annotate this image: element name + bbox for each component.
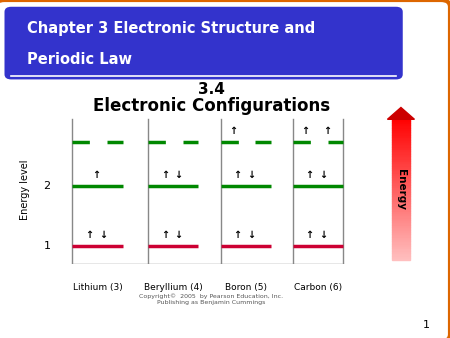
Text: ↓: ↓ — [175, 170, 183, 180]
Text: Periodic Law: Periodic Law — [27, 52, 132, 67]
Text: ↑: ↑ — [161, 230, 169, 240]
Text: Energy level: Energy level — [20, 159, 30, 219]
Text: ↓: ↓ — [320, 230, 328, 240]
Text: ↑: ↑ — [302, 126, 310, 136]
Text: ↑: ↑ — [324, 126, 332, 136]
Text: Chapter 3 Electronic Structure and: Chapter 3 Electronic Structure and — [27, 21, 315, 36]
Text: Copyright©  2005  by Pearson Education, Inc.
Publishing as Benjamin Cummings: Copyright© 2005 by Pearson Education, In… — [140, 293, 284, 305]
Text: ↑: ↑ — [85, 230, 93, 240]
Text: ↑: ↑ — [306, 230, 314, 240]
Text: 1: 1 — [423, 319, 430, 330]
Text: 3.4: 3.4 — [198, 82, 225, 97]
Text: ↑: ↑ — [161, 170, 169, 180]
Text: Energy: Energy — [396, 169, 406, 210]
Text: 1: 1 — [43, 241, 50, 251]
Text: ↓: ↓ — [99, 230, 107, 240]
Text: Beryllium (4): Beryllium (4) — [144, 283, 202, 292]
Text: ↓: ↓ — [247, 170, 255, 180]
Text: ↑: ↑ — [233, 170, 241, 180]
Text: ↑: ↑ — [229, 126, 237, 136]
Text: ↑: ↑ — [92, 170, 100, 180]
Text: Electronic Configurations: Electronic Configurations — [93, 97, 330, 116]
Text: ↑: ↑ — [306, 170, 314, 180]
Text: ↓: ↓ — [320, 170, 328, 180]
Text: Carbon (6): Carbon (6) — [294, 283, 342, 292]
Text: ↓: ↓ — [175, 230, 183, 240]
Text: Boron (5): Boron (5) — [225, 283, 267, 292]
Text: 2: 2 — [43, 181, 50, 191]
Text: ↓: ↓ — [247, 230, 255, 240]
Text: ↑: ↑ — [233, 230, 241, 240]
Text: Lithium (3): Lithium (3) — [73, 283, 122, 292]
